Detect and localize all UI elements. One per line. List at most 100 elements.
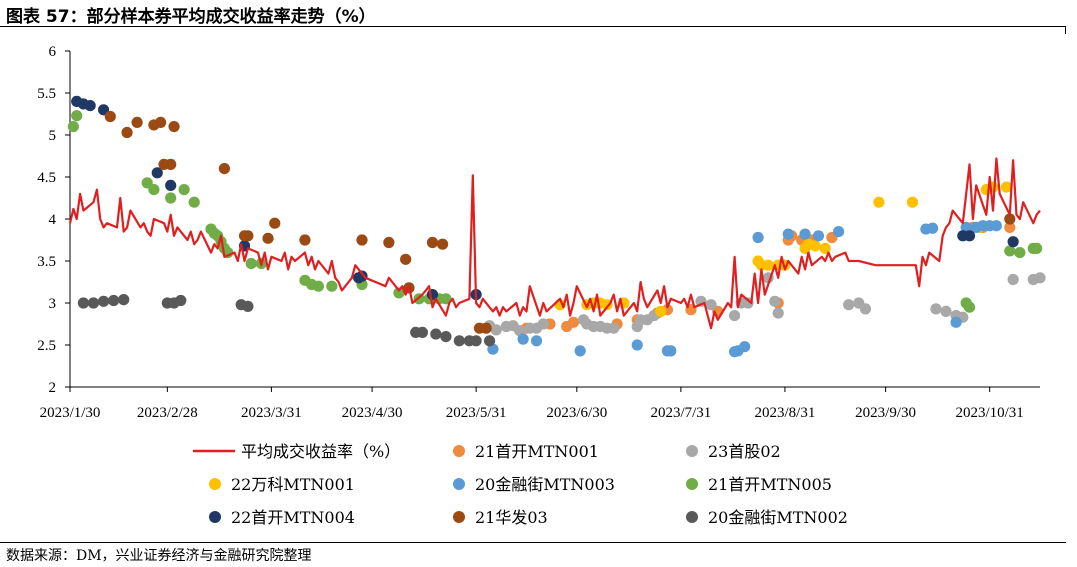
legend-item: 22首开MTN004 xyxy=(209,508,355,527)
scatter-point xyxy=(487,343,499,355)
scatter-point xyxy=(326,280,338,292)
scatter-point xyxy=(514,325,526,337)
legend-dot-swatch xyxy=(686,478,698,490)
legend-label: 20金融街MTN003 xyxy=(475,475,615,494)
scatter-point xyxy=(537,318,549,330)
legend-item: 21华发03 xyxy=(453,508,548,527)
source-note: 数据来源：DM，兴业证券经济与金融研究院整理 xyxy=(6,548,312,564)
scatter-point xyxy=(175,294,187,307)
legend-dot-swatch xyxy=(209,511,221,523)
series-7-points xyxy=(104,110,1016,334)
scatter-point xyxy=(165,158,177,170)
legend-dot-swatch xyxy=(453,478,465,490)
scatter-point xyxy=(799,228,811,240)
x-tick-label: 2023/7/31 xyxy=(650,405,711,421)
scatter-point xyxy=(84,100,96,112)
scatter-point xyxy=(963,230,976,242)
series-4-points xyxy=(487,220,1002,358)
scatter-point xyxy=(762,259,774,271)
scatter-point xyxy=(1014,247,1026,259)
x-tick-label: 2023/10/31 xyxy=(955,405,1023,421)
y-tick-label: 4.5 xyxy=(37,170,56,186)
legend-dot-swatch xyxy=(453,445,465,457)
y-tick-label: 3.5 xyxy=(37,254,56,270)
scatter-point xyxy=(530,335,543,347)
scatter-point xyxy=(1004,213,1016,225)
scatter-point xyxy=(178,184,190,196)
scatter-point xyxy=(567,316,580,328)
scatter-point xyxy=(517,333,529,345)
legend-item: 21首开MTN001 xyxy=(453,442,599,461)
scatter-point xyxy=(631,339,643,351)
yield-chart: 2 2.5 3 3.5 4 4.5 5 5.5 6 2023/1/30 2023/2/28 2023/… xyxy=(37,44,1046,527)
scatter-point xyxy=(87,297,100,309)
scatter-point xyxy=(990,220,1002,232)
scatter-point xyxy=(155,116,167,128)
scatter-point xyxy=(950,316,962,328)
scatter-point xyxy=(383,236,395,249)
scatter-point xyxy=(108,294,120,307)
y-tick-label: 3 xyxy=(49,296,57,312)
scatter-point xyxy=(940,305,952,317)
scatter-point xyxy=(843,299,855,311)
scatter-point xyxy=(1034,272,1046,284)
scatter-point xyxy=(480,322,492,334)
scatter-point xyxy=(242,230,254,242)
scatter-point xyxy=(440,293,452,305)
scatter-point xyxy=(782,228,794,240)
legend-dot-swatch xyxy=(209,478,221,490)
scatter-point xyxy=(490,324,502,336)
scatter-point xyxy=(312,280,324,292)
scatter-point xyxy=(131,116,143,128)
scatter-point xyxy=(299,234,311,246)
x-tick-label: 2023/4/30 xyxy=(342,405,403,421)
scatter-point xyxy=(245,257,257,270)
scatter-point xyxy=(1031,242,1043,254)
scatter-point xyxy=(165,192,177,204)
scatter-point xyxy=(655,305,667,317)
scatter-point xyxy=(1004,245,1016,257)
scatter-point xyxy=(1007,273,1019,286)
x-tick-label: 2023/3/31 xyxy=(241,405,302,421)
chart-axes: 2 2.5 3 3.5 4 4.5 5 5.5 6 2023/1/30 2023/2/28 2023/… xyxy=(37,44,1040,421)
x-tick-label: 2023/6/30 xyxy=(546,405,607,421)
scatter-point xyxy=(242,300,254,312)
series-5-points xyxy=(67,110,1043,313)
scatter-point xyxy=(440,331,452,343)
scatter-point xyxy=(71,110,83,122)
series-8-points xyxy=(77,294,496,347)
scatter-point xyxy=(400,253,412,265)
scatter-point xyxy=(77,297,90,309)
top-rule-end-tick xyxy=(1065,26,1066,34)
scatter-point xyxy=(470,335,482,347)
x-tick-label: 2023/1/30 xyxy=(40,405,101,421)
scatter-point xyxy=(926,222,939,234)
x-tick-label: 2023/9/30 xyxy=(855,405,916,421)
scatter-point xyxy=(930,303,942,315)
scatter-point xyxy=(752,231,764,244)
scatter-point xyxy=(608,322,620,334)
scatter-point xyxy=(118,294,130,306)
y-tick-label: 5.5 xyxy=(37,86,56,102)
x-tick-label: 2023/2/28 xyxy=(137,405,198,421)
legend-dot-swatch xyxy=(686,511,698,523)
scatter-point xyxy=(416,326,429,338)
scatter-point xyxy=(426,236,439,249)
scatter-point xyxy=(769,295,781,307)
scatter-point xyxy=(151,167,163,179)
scatter-point xyxy=(483,335,496,347)
legend-item: 22万科MTN001 xyxy=(209,475,355,494)
chart-legend: 平均成交收益率（%） 21首开MTN001 23首股02 22万科MTN001 20金融… xyxy=(193,442,848,527)
scatter-point xyxy=(960,221,972,233)
scatter-point xyxy=(262,232,274,244)
y-tick-label: 2 xyxy=(49,380,57,396)
legend-label: 21首开MTN005 xyxy=(708,475,832,494)
scatter-point xyxy=(356,234,368,246)
legend-label: 22首开MTN004 xyxy=(231,508,355,527)
top-rule xyxy=(0,26,1066,27)
scatter-point xyxy=(269,217,281,229)
scatter-point xyxy=(165,179,177,191)
legend-dot-swatch xyxy=(686,445,698,457)
scatter-point xyxy=(356,270,368,282)
scatter-point xyxy=(148,184,160,196)
